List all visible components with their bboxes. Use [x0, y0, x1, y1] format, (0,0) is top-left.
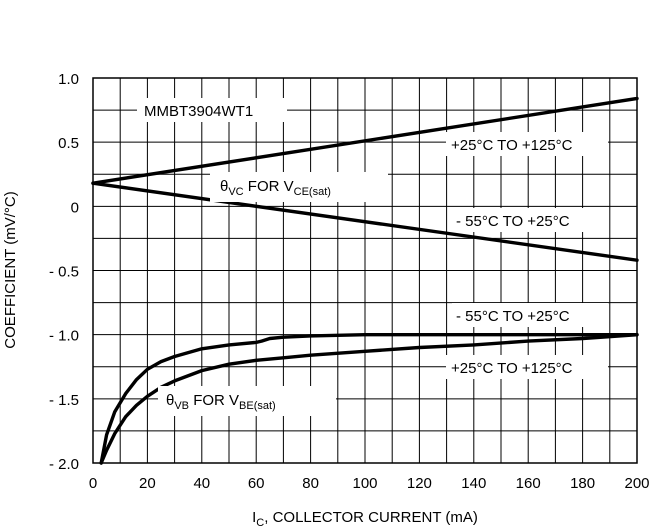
x-tick-label: 140	[461, 475, 486, 492]
x-tick-label: 40	[193, 475, 210, 492]
curve-layer	[91, 96, 639, 465]
y-tick-label: 0.5	[58, 135, 79, 152]
y-tick-label: 0	[71, 199, 79, 216]
vb-group-label-group: θVB FOR VBE(sat)	[158, 386, 336, 416]
tick-layer: 0 20 40 60 80 100 120 140 160 180 200 1.0 0.5 0 - 0.5 -…	[49, 71, 650, 492]
device-label-group: MMBT3904WT1	[137, 98, 287, 122]
vb-group-label: θVB FOR VBE(sat)	[166, 392, 276, 412]
x-tick-label: 60	[248, 475, 265, 492]
vc-lower-label-group: - 55°C TO +25°C	[452, 208, 608, 232]
x-tick-label: 160	[516, 475, 541, 492]
y-tick-label: - 2.0	[49, 456, 79, 473]
series-line-3	[99, 333, 639, 465]
vc-upper-label: +25°C TO +125°C	[451, 137, 573, 154]
x-tick-label: 180	[570, 475, 595, 492]
x-tick-label: 20	[139, 475, 156, 492]
y-tick-label: - 1.0	[49, 328, 79, 345]
vc-lower-label: - 55°C TO +25°C	[456, 213, 570, 230]
device-label: MMBT3904WT1	[144, 103, 253, 120]
x-tick-label: 100	[352, 475, 377, 492]
x-tick-label: 200	[624, 475, 649, 492]
series-line-4	[99, 333, 639, 465]
vb-upper-label: - 55°C TO +25°C	[456, 308, 570, 325]
vb-upper-label-group: - 55°C TO +25°C	[452, 303, 608, 327]
vc-group-label-group: θVC FOR VCE(sat)	[210, 172, 388, 202]
series-line-1	[91, 96, 639, 185]
x-axis-title: IC, COLLECTOR CURRENT (mA)	[252, 509, 478, 529]
series-line-2	[91, 181, 639, 262]
vc-upper-label-group: +25°C TO +125°C	[446, 132, 608, 156]
vb-lower-label-group: +25°C TO +125°C	[446, 355, 608, 379]
y-tick-label: - 0.5	[49, 264, 79, 281]
plot-frame	[92, 77, 638, 464]
y-tick-label: 1.0	[58, 71, 79, 88]
x-tick-label: 0	[89, 475, 97, 492]
x-tick-label: 80	[302, 475, 319, 492]
y-axis-title: COEFFICIENT (mV/°C)	[2, 191, 19, 348]
x-tick-label: 120	[407, 475, 432, 492]
vb-lower-label: +25°C TO +125°C	[451, 360, 573, 377]
y-tick-label: - 1.5	[49, 392, 79, 409]
vc-group-label: θVC FOR VCE(sat)	[220, 178, 331, 198]
